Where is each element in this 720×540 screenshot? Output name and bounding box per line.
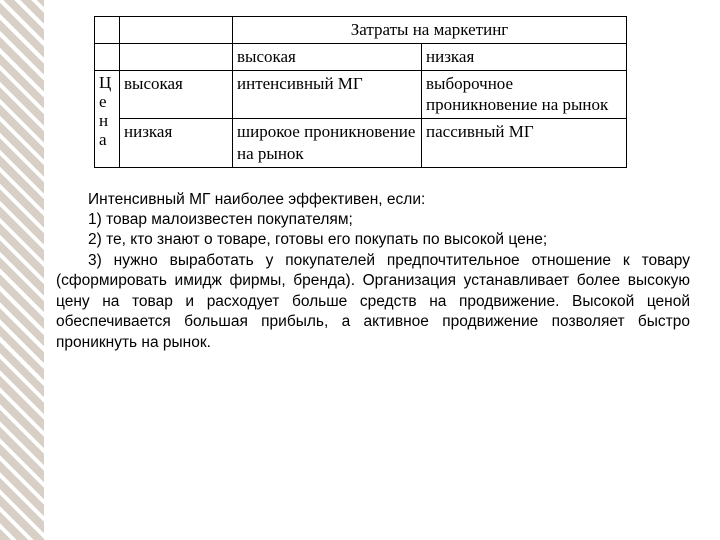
cell-row2-low: пассивный МГ [422, 119, 627, 168]
bullet-1: 1) товар малоизвестен покупателям; [56, 210, 690, 230]
vertical-char: н [99, 111, 115, 130]
vertical-char: Ц [99, 73, 115, 92]
decorative-side-strip [0, 0, 44, 540]
marketing-matrix-table: Затраты на маркетинг высокая низкая Ц е … [94, 16, 627, 168]
header-price-vertical: Ц е н а [95, 70, 120, 167]
cell-row2-high: широкое проникновение на рынок [233, 119, 422, 168]
table-row: Ц е н а высокая интенсивный МГ выборочно… [95, 70, 627, 119]
cell-empty [95, 43, 120, 70]
cell-row1-low: выборочное проникновение на рынок [422, 70, 627, 119]
table-row: низкая широкое проникновение на рынок па… [95, 119, 627, 168]
header-col-high: высокая [233, 43, 422, 70]
cell-empty [120, 17, 233, 44]
cell-row1-high: интенсивный МГ [233, 70, 422, 119]
bullet-3-paragraph: 3) нужно выработать у покупателей предпо… [56, 251, 690, 353]
table-row: Затраты на маркетинг [95, 17, 627, 44]
lead-sentence: Интенсивный МГ наиболее эффективен, если… [56, 190, 690, 210]
table-row: высокая низкая [95, 43, 627, 70]
cell-row2-label: низкая [120, 119, 233, 168]
body-text-block: Интенсивный МГ наиболее эффективен, если… [56, 190, 690, 354]
cell-empty [120, 43, 233, 70]
header-col-low: низкая [422, 43, 627, 70]
vertical-char: е [99, 92, 115, 111]
page-content: Затраты на маркетинг высокая низкая Ц е … [56, 16, 690, 353]
bullet-2: 2) те, кто знают о товаре, готовы его по… [56, 230, 690, 250]
vertical-char: а [99, 130, 115, 149]
cell-row1-label: высокая [120, 70, 233, 119]
header-marketing-costs: Затраты на маркетинг [233, 17, 627, 44]
cell-empty [95, 17, 120, 44]
